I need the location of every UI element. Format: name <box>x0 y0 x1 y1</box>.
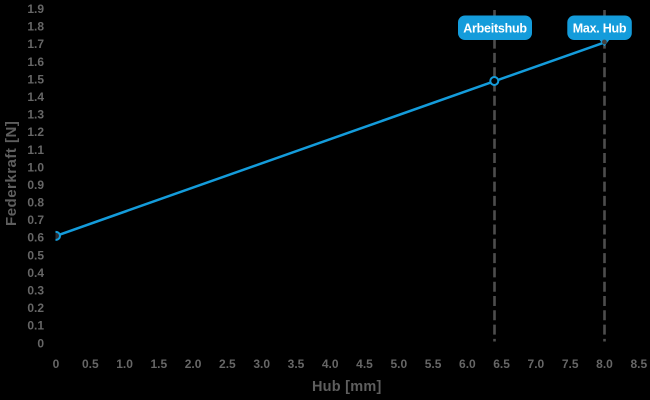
svg-text:Federkraft [N]: Federkraft [N] <box>3 121 20 226</box>
svg-text:6.5: 6.5 <box>493 357 510 371</box>
svg-text:1.4: 1.4 <box>27 90 44 104</box>
svg-text:0: 0 <box>53 357 60 371</box>
svg-text:0: 0 <box>37 336 44 350</box>
svg-text:4.5: 4.5 <box>356 357 373 371</box>
svg-text:0.2: 0.2 <box>27 301 44 315</box>
svg-text:1.3: 1.3 <box>27 108 44 122</box>
svg-text:0.4: 0.4 <box>27 266 44 280</box>
svg-text:2.5: 2.5 <box>219 357 236 371</box>
svg-text:8.5: 8.5 <box>630 357 647 371</box>
svg-text:Arbeitshub: Arbeitshub <box>463 22 527 36</box>
svg-text:1.6: 1.6 <box>27 55 44 69</box>
svg-text:Max. Hub: Max. Hub <box>573 22 627 36</box>
svg-text:3.5: 3.5 <box>288 357 305 371</box>
svg-text:0.9: 0.9 <box>27 178 44 192</box>
svg-text:1.8: 1.8 <box>27 20 44 34</box>
svg-text:4.0: 4.0 <box>322 357 339 371</box>
svg-text:3.0: 3.0 <box>253 357 270 371</box>
svg-text:0.8: 0.8 <box>27 196 44 210</box>
svg-text:1.1: 1.1 <box>27 143 44 157</box>
svg-text:2.0: 2.0 <box>185 357 202 371</box>
svg-text:5.5: 5.5 <box>425 357 442 371</box>
svg-text:6.0: 6.0 <box>459 357 476 371</box>
svg-text:7.0: 7.0 <box>528 357 545 371</box>
svg-text:1.5: 1.5 <box>27 72 44 86</box>
svg-text:7.5: 7.5 <box>562 357 579 371</box>
svg-text:8.0: 8.0 <box>596 357 613 371</box>
svg-text:0.1: 0.1 <box>27 319 44 333</box>
svg-text:0.7: 0.7 <box>27 213 44 227</box>
svg-text:5.0: 5.0 <box>390 357 407 371</box>
svg-text:1.2: 1.2 <box>27 125 44 139</box>
svg-text:0.6: 0.6 <box>27 231 44 245</box>
svg-text:1.0: 1.0 <box>27 160 44 174</box>
svg-text:0.5: 0.5 <box>82 357 99 371</box>
svg-text:1.5: 1.5 <box>150 357 167 371</box>
svg-text:1.9: 1.9 <box>27 2 44 16</box>
svg-text:1.7: 1.7 <box>27 37 44 51</box>
svg-text:1.0: 1.0 <box>116 357 133 371</box>
svg-text:0.5: 0.5 <box>27 248 44 262</box>
svg-text:Hub [mm]: Hub [mm] <box>312 379 382 395</box>
svg-text:0.3: 0.3 <box>27 284 44 298</box>
